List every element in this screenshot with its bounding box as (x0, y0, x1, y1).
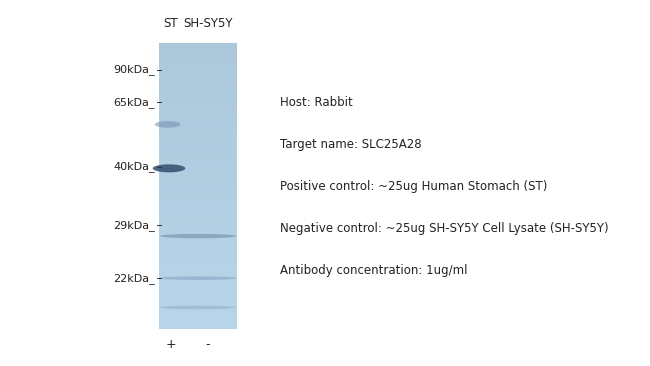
Text: 29kDa_: 29kDa_ (113, 220, 155, 231)
Text: Positive control: ~25ug Human Stomach (ST): Positive control: ~25ug Human Stomach (S… (280, 180, 547, 193)
Text: 65kDa_: 65kDa_ (113, 97, 155, 108)
Text: +: + (166, 337, 176, 351)
Text: Negative control: ~25ug SH-SY5Y Cell Lysate (SH-SY5Y): Negative control: ~25ug SH-SY5Y Cell Lys… (280, 222, 608, 235)
Ellipse shape (161, 306, 235, 309)
Text: 40kDa_: 40kDa_ (113, 161, 155, 172)
Text: Host: Rabbit: Host: Rabbit (280, 96, 352, 109)
Text: ST: ST (164, 17, 178, 30)
Text: 22kDa_: 22kDa_ (113, 273, 155, 284)
Text: 90kDa_: 90kDa_ (113, 64, 155, 75)
Ellipse shape (159, 276, 237, 280)
Text: -: - (206, 337, 210, 351)
Ellipse shape (160, 234, 237, 238)
Text: SH-SY5Y: SH-SY5Y (183, 17, 233, 30)
Ellipse shape (153, 164, 185, 172)
Text: Target name: SLC25A28: Target name: SLC25A28 (280, 138, 421, 151)
Text: Antibody concentration: 1ug/ml: Antibody concentration: 1ug/ml (280, 264, 467, 277)
Ellipse shape (155, 121, 181, 128)
